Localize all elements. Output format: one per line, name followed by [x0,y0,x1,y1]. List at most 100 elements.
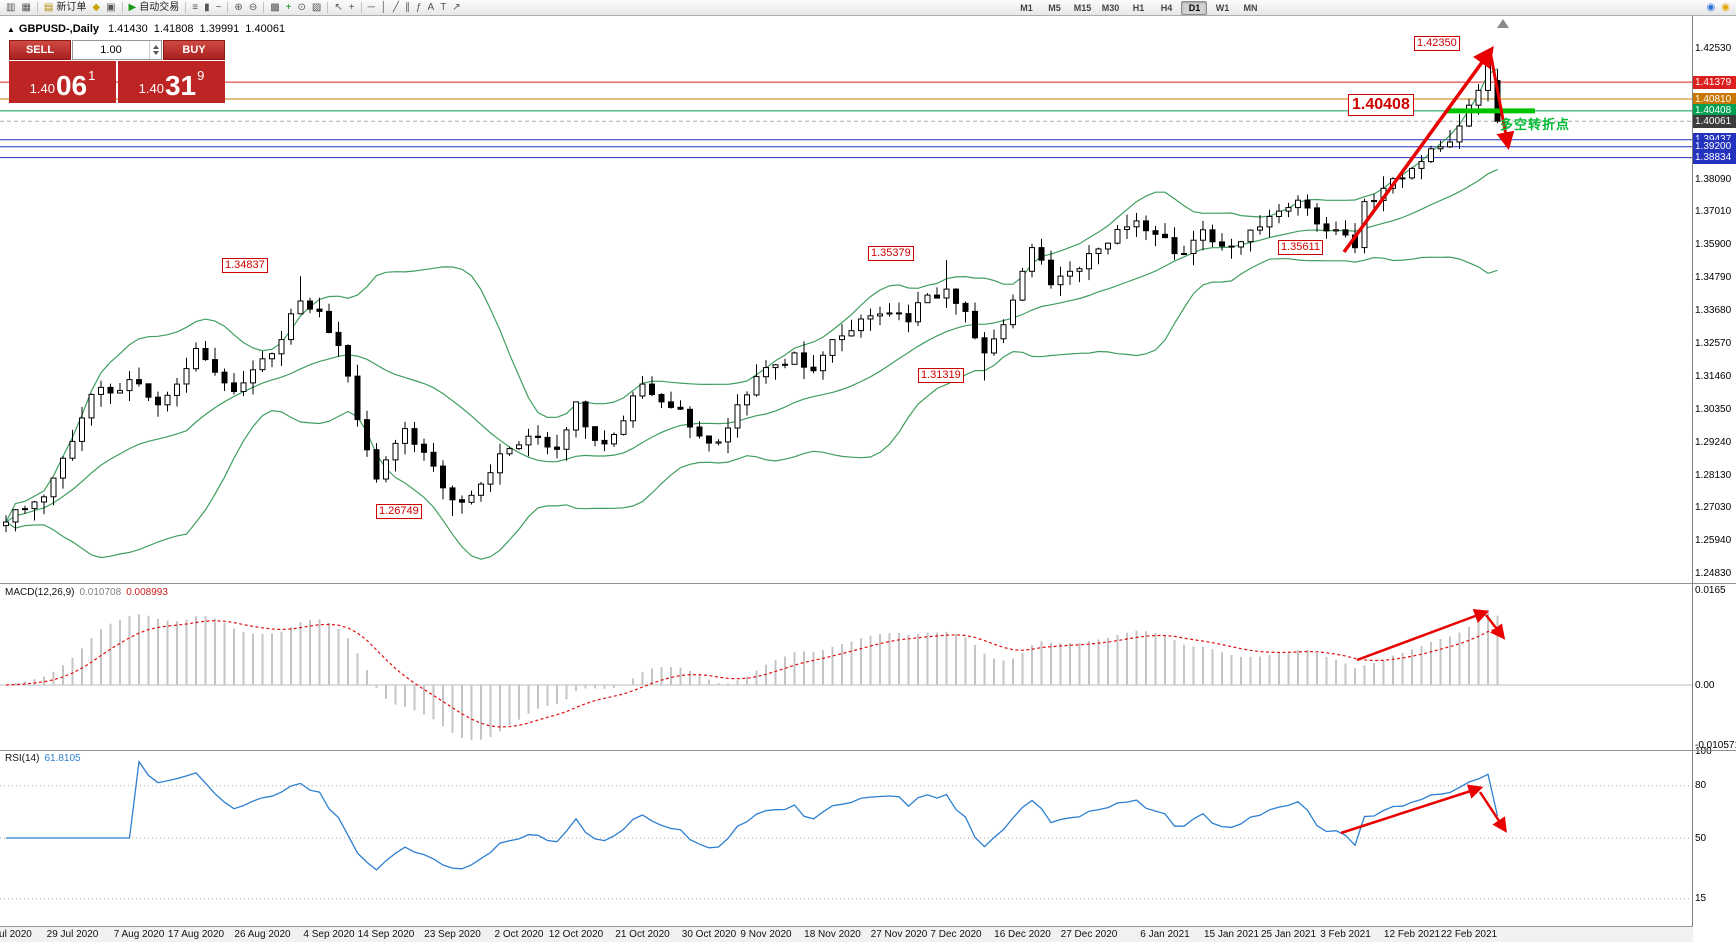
timeframe-button-h1[interactable]: H1 [1132,2,1145,13]
buy-price-prefix: 1.40 [138,81,164,96]
timeframe-button-m15[interactable]: M15 [1073,2,1092,13]
candlestick-chart-icon[interactable]: ▮ [204,2,210,13]
price-scale-tick: 1.34790 [1695,272,1732,284]
new-chart-icon[interactable]: ▥ [6,2,16,13]
price-callout[interactable]: 1.40408 [1348,94,1414,116]
line-chart-icon[interactable]: ~ [215,2,222,13]
volume-input[interactable]: 1.00 [100,44,122,56]
notification-icon[interactable]: ◉ [1721,2,1730,13]
zoom-in-icon[interactable]: ⊕ [234,2,243,13]
new-order-button[interactable]: ▤ 新订单 [43,2,87,13]
channel-icon[interactable]: ∥ [404,2,410,13]
timeframe-button-m5[interactable]: M5 [1048,2,1061,13]
price-scale-tick: 1.31460 [1695,370,1732,382]
buy-price-big: 31 [164,70,197,101]
trend-arrows[interactable] [1340,46,1515,835]
price-scale-tick: 1.41379 [1693,75,1736,89]
horizontal-line-icon[interactable]: ─ [367,2,375,13]
price-callout[interactable]: 1.35611 [1278,240,1323,255]
bollinger-bands [5,68,1498,560]
templates-icon[interactable]: ▨ [311,2,322,13]
price-scale-tick: 1.32570 [1695,337,1732,349]
toolbar-separator [360,2,362,13]
sell-price-big: 06 [55,70,88,101]
ohlc-toggle-icon[interactable]: ▲ [7,25,15,34]
price-axis[interactable]: 1.425301.413791.408101.404081.400611.394… [1693,0,1736,942]
toolbar: ▥ ▦ ▤ 新订单 ◆ ▣ ▶ 自动交易 ≡ ▮ ~ ⊕ ⊖ ▩ + ⊙ ▨ ↖ + ─ │ ╱ ∥ ƒ A T ↗ M1 M5 M15… [0,0,1736,16]
timeframe-bar: M1 M5 M15 M30 H1 H4 D1 W1 MN [1012,0,1264,15]
timeframe-button-mn[interactable]: MN [1243,2,1258,13]
pane-separator [1693,583,1736,584]
bar-chart-icon[interactable]: ≡ [192,2,199,13]
volume-stepper [149,41,161,59]
timeframe-button-h4[interactable]: H4 [1160,2,1173,13]
sell-price[interactable]: 1.40 06 1 [9,61,116,103]
macd-signal-value: 0.008993 [126,587,168,598]
price-callout[interactable]: 1.35379 [868,246,914,261]
macd-main-value: 0.010708 [79,587,122,598]
arrow-tool-icon[interactable]: ↗ [452,2,461,13]
buy-price[interactable]: 1.40 31 9 [118,61,225,103]
rsi-scale-tick: 100 [1695,745,1712,757]
volume-up-button[interactable] [152,45,159,49]
cursor-icon[interactable]: ↖ [334,2,343,13]
price-scale-tick: 1.37010 [1695,206,1732,218]
periods-icon[interactable]: ⊙ [297,2,306,13]
turning-point-note[interactable]: 多空转折点 [1500,117,1571,132]
date-label: 30 Oct 2020 [681,929,737,940]
macd-label: MACD(12,26,9) 0.010708 0.008993 [5,587,168,598]
tile-windows-icon[interactable]: ▦ [21,2,31,13]
date-label: 6 Jan 2021 [1140,929,1190,940]
chart-shift-marker[interactable] [1497,19,1509,28]
date-label: 7 Dec 2020 [930,929,982,940]
autotrade-button[interactable]: ▶ 自动交易 [128,2,180,13]
volume-down-button[interactable] [152,51,159,55]
low-value: 1.39991 [199,23,240,35]
rsi-scale-tick: 80 [1695,780,1707,792]
timeframe-button-d1[interactable]: D1 [1181,0,1208,15]
zoom-out-icon[interactable]: ⊖ [248,2,258,13]
timeframe-button-m1[interactable]: M1 [1020,2,1033,13]
indicators-icon[interactable]: + [285,2,292,13]
rsi-label: RSI(14) 61.8105 [5,753,81,764]
macd-signal-line [5,620,1498,728]
data-window-icon[interactable]: ▣ [106,2,116,13]
crosshair-icon[interactable]: + [348,2,355,13]
price-callout[interactable]: 1.34837 [222,258,268,273]
date-label: 9 Nov 2020 [740,929,792,940]
level-lines [0,81,1692,159]
timeframe-button-w1[interactable]: W1 [1215,2,1230,13]
tile-charts-icon[interactable]: ▩ [270,2,280,13]
rsi-line [6,759,1499,871]
timeframe-button-m30[interactable]: M30 [1101,2,1120,13]
fibonacci-icon[interactable]: ƒ [415,2,422,13]
price-callout[interactable]: 1.42350 [1414,36,1460,51]
date-label: 15 Jan 2021 [1203,929,1260,940]
trendline-icon[interactable]: ╱ [392,2,399,13]
buy-button[interactable]: BUY [163,40,225,60]
date-label: 7 Aug 2020 [113,929,165,940]
toolbar-separator [263,2,265,13]
price-callout[interactable]: 1.31319 [918,368,964,383]
volume-box: 1.00 [72,40,162,60]
vertical-line-icon[interactable]: │ [380,2,387,13]
date-label: 26 Aug 2020 [234,929,291,940]
price-scale-tick: 1.28130 [1695,469,1732,481]
community-icon[interactable]: ◉ [1706,2,1716,13]
price-callout[interactable]: 1.26749 [376,504,422,519]
price-scale-tick: 1.40810 [1693,92,1736,106]
label-icon[interactable]: T [440,2,447,13]
text-icon[interactable]: A [427,2,435,13]
macd-histogram [0,612,1692,741]
candles[interactable] [3,53,1501,533]
price-scale-tick: 1.38834 [1693,151,1736,165]
pane-separator [1693,750,1736,751]
sell-button[interactable]: SELL [9,40,71,60]
price-scale-tick: 1.33680 [1695,305,1732,316]
price-scale-tick: 1.40061 [1693,114,1736,128]
price-scale-tick: 1.24830 [1695,567,1732,579]
marketwatch-icon[interactable]: ◆ [92,2,101,13]
